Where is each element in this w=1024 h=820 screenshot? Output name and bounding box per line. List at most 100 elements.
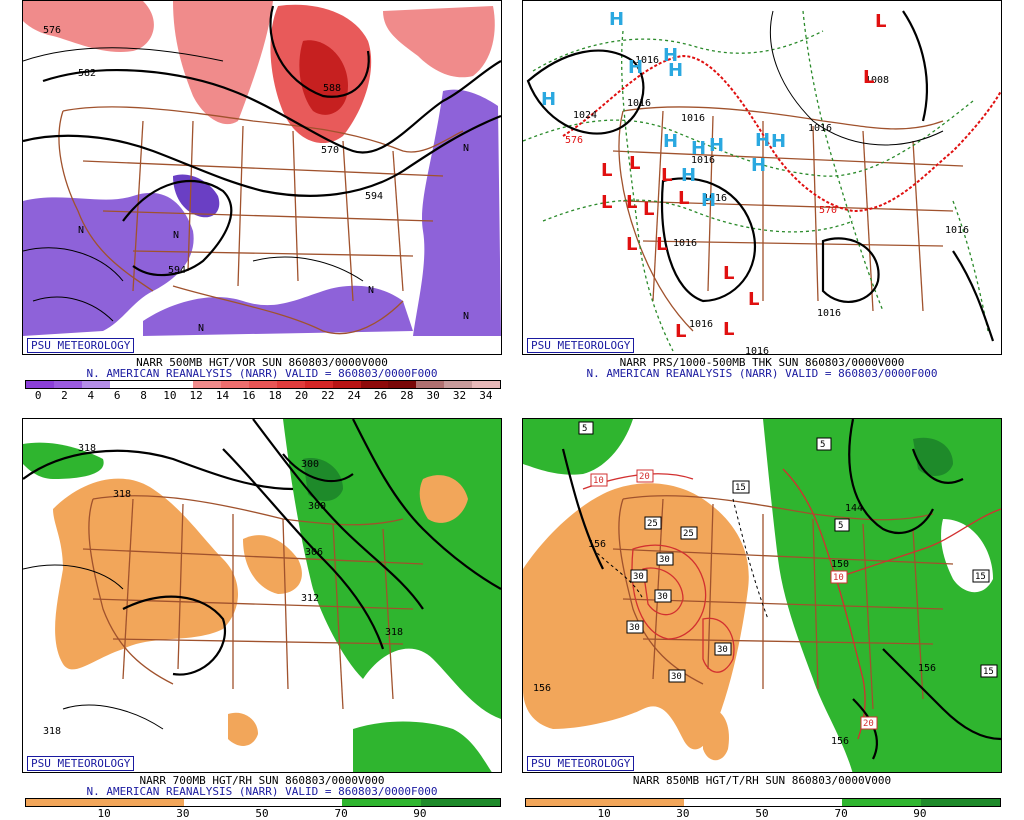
colorbar-tick: 24 [347, 389, 361, 402]
isobar-label: 1008 [865, 75, 889, 86]
colorbar-swatch [137, 381, 166, 388]
panel-subtitle: N. AMERICAN REANALYSIS (NARR) VALID = 86… [86, 785, 438, 798]
contour-label: N [463, 311, 469, 322]
isobar-label: 1016 [627, 98, 651, 109]
colorbar-tick: 28 [400, 389, 414, 402]
temp-label: 25 [683, 529, 694, 539]
high-pressure-symbol: H [663, 131, 678, 152]
colorbar-tick: 10 [97, 807, 111, 820]
rh-moist-area-nw [523, 419, 633, 475]
contour-label: 318 [78, 443, 96, 454]
temp-box: 30 [626, 620, 644, 634]
rh-moist-area-east [763, 419, 1001, 772]
political-borders [58, 106, 464, 335]
colorbar-tick: 30 [676, 807, 690, 820]
contour-label: N [78, 225, 84, 236]
brand-label: PSU METEOROLOGY [527, 338, 635, 353]
colorbar-tick: 90 [913, 807, 927, 820]
brand-label: PSU METEOROLOGY [27, 756, 135, 771]
temp-box: 25 [680, 526, 698, 540]
panel-title: NARR PRS/1000-500MB THK SUN 860803/0000V… [619, 356, 905, 369]
low-pressure-symbol: L [875, 11, 886, 32]
height-contours [561, 419, 1001, 760]
contour-label: 570 [321, 145, 339, 156]
colorbar-swatch [276, 381, 305, 388]
map-500mb-svg: 576 582 588 570 594 594 N N N N N N [23, 1, 501, 336]
high-pressure-symbol: H [541, 89, 556, 110]
isobar-label: 1016 [945, 225, 969, 236]
thickness-label-group: 576 570 [565, 135, 837, 216]
contour-label: N [198, 323, 204, 334]
contour-label-group: 576 582 588 570 594 594 N N N N N N [43, 25, 469, 334]
temp-label: 10 [593, 476, 604, 486]
temperature-contours [582, 468, 1001, 740]
temp-box: 20 [636, 469, 654, 483]
temp-label: 30 [659, 555, 670, 565]
colorbar-swatch [221, 381, 249, 388]
colorbar-tick: 22 [321, 389, 335, 402]
colorbar-swatch [472, 381, 500, 388]
panel-title: NARR 500MB HGT/VOR SUN 860803/0000V000 [136, 356, 388, 369]
isobar-label: 1016 [673, 238, 697, 249]
low-pressure-symbol: L [661, 165, 672, 186]
isobar-label-group: 1016 1016 1016 1016 1016 1008 1016 1016 … [573, 55, 969, 355]
isobar-label: 1016 [635, 55, 659, 66]
height-label: 144 [845, 503, 863, 514]
colorbar-swatch [304, 381, 333, 388]
temp-label: 30 [657, 592, 668, 602]
contour-label: 312 [301, 593, 319, 604]
temp-box: 30 [656, 552, 674, 566]
colorbar-swatch [249, 381, 277, 388]
political-borders [612, 495, 954, 710]
colorbar-swatch [444, 381, 472, 388]
contour-label: 318 [43, 726, 61, 737]
temp-label: 30 [633, 572, 644, 582]
vor-neg-area-rockies [173, 174, 220, 218]
high-pressure-symbol: H [691, 138, 706, 159]
temp-label: 5 [582, 424, 587, 434]
temp-box: 15 [972, 569, 990, 583]
contour-label: 318 [385, 627, 403, 638]
temp-label: 15 [975, 572, 986, 582]
vor-pos-area-west [173, 1, 273, 125]
temp-label: 5 [838, 521, 843, 531]
colorbar-tick: 30 [426, 389, 440, 402]
low-pressure-symbol: L [675, 321, 686, 342]
temp-box: 10 [590, 473, 608, 487]
high-pressure-symbol: H [628, 57, 643, 78]
height-label: 150 [831, 559, 849, 570]
height-label: 156 [918, 663, 936, 674]
low-pressure-symbol: L [656, 234, 667, 255]
rh-dry-area-south [228, 712, 258, 746]
contour-label: 588 [323, 83, 341, 94]
colorbar-swatch [53, 381, 82, 388]
temp-box: 30 [668, 669, 686, 683]
isobar-label: 1016 [703, 193, 727, 204]
rh-moist-core [913, 437, 953, 476]
height-contours [23, 419, 501, 730]
colorbar-rh [25, 798, 501, 807]
colorbar-swatch [388, 381, 417, 388]
panel-subtitle: N. AMERICAN REANALYSIS (NARR) VALID = 86… [586, 367, 938, 380]
high-pressure-symbol: H [701, 190, 716, 211]
political-borders [82, 495, 424, 710]
rh-dry-area-south [703, 708, 729, 761]
map-sfc: 1016 1016 1016 1016 1016 1008 1016 1016 … [522, 0, 1002, 355]
brand-label: PSU METEOROLOGY [27, 338, 135, 353]
isobar-label: 1016 [817, 308, 841, 319]
colorbar-tick: 12 [189, 389, 203, 402]
vor-neg-area-east [413, 89, 501, 336]
low-pressure-symbol: L [748, 289, 759, 310]
high-pressure-symbol: H [663, 45, 678, 66]
colorbar-tick: 10 [597, 807, 611, 820]
vor-pos-area-northwest [23, 1, 154, 53]
temperature-label-group: 5 5 15 25 25 30 30 30 30 30 30 5 10 20 1… [578, 421, 998, 730]
colorbar-tick: 26 [373, 389, 388, 402]
colorbar-ticks-rh: 10 30 50 70 90 [25, 808, 499, 820]
temp-label: 25 [647, 519, 658, 529]
colorbar-swatch [109, 381, 138, 388]
isobar-label: 1016 [745, 346, 769, 355]
rh-dry-area-west [53, 478, 238, 670]
low-pressure-symbol: L [723, 319, 734, 340]
temp-box: 20 [860, 716, 878, 730]
